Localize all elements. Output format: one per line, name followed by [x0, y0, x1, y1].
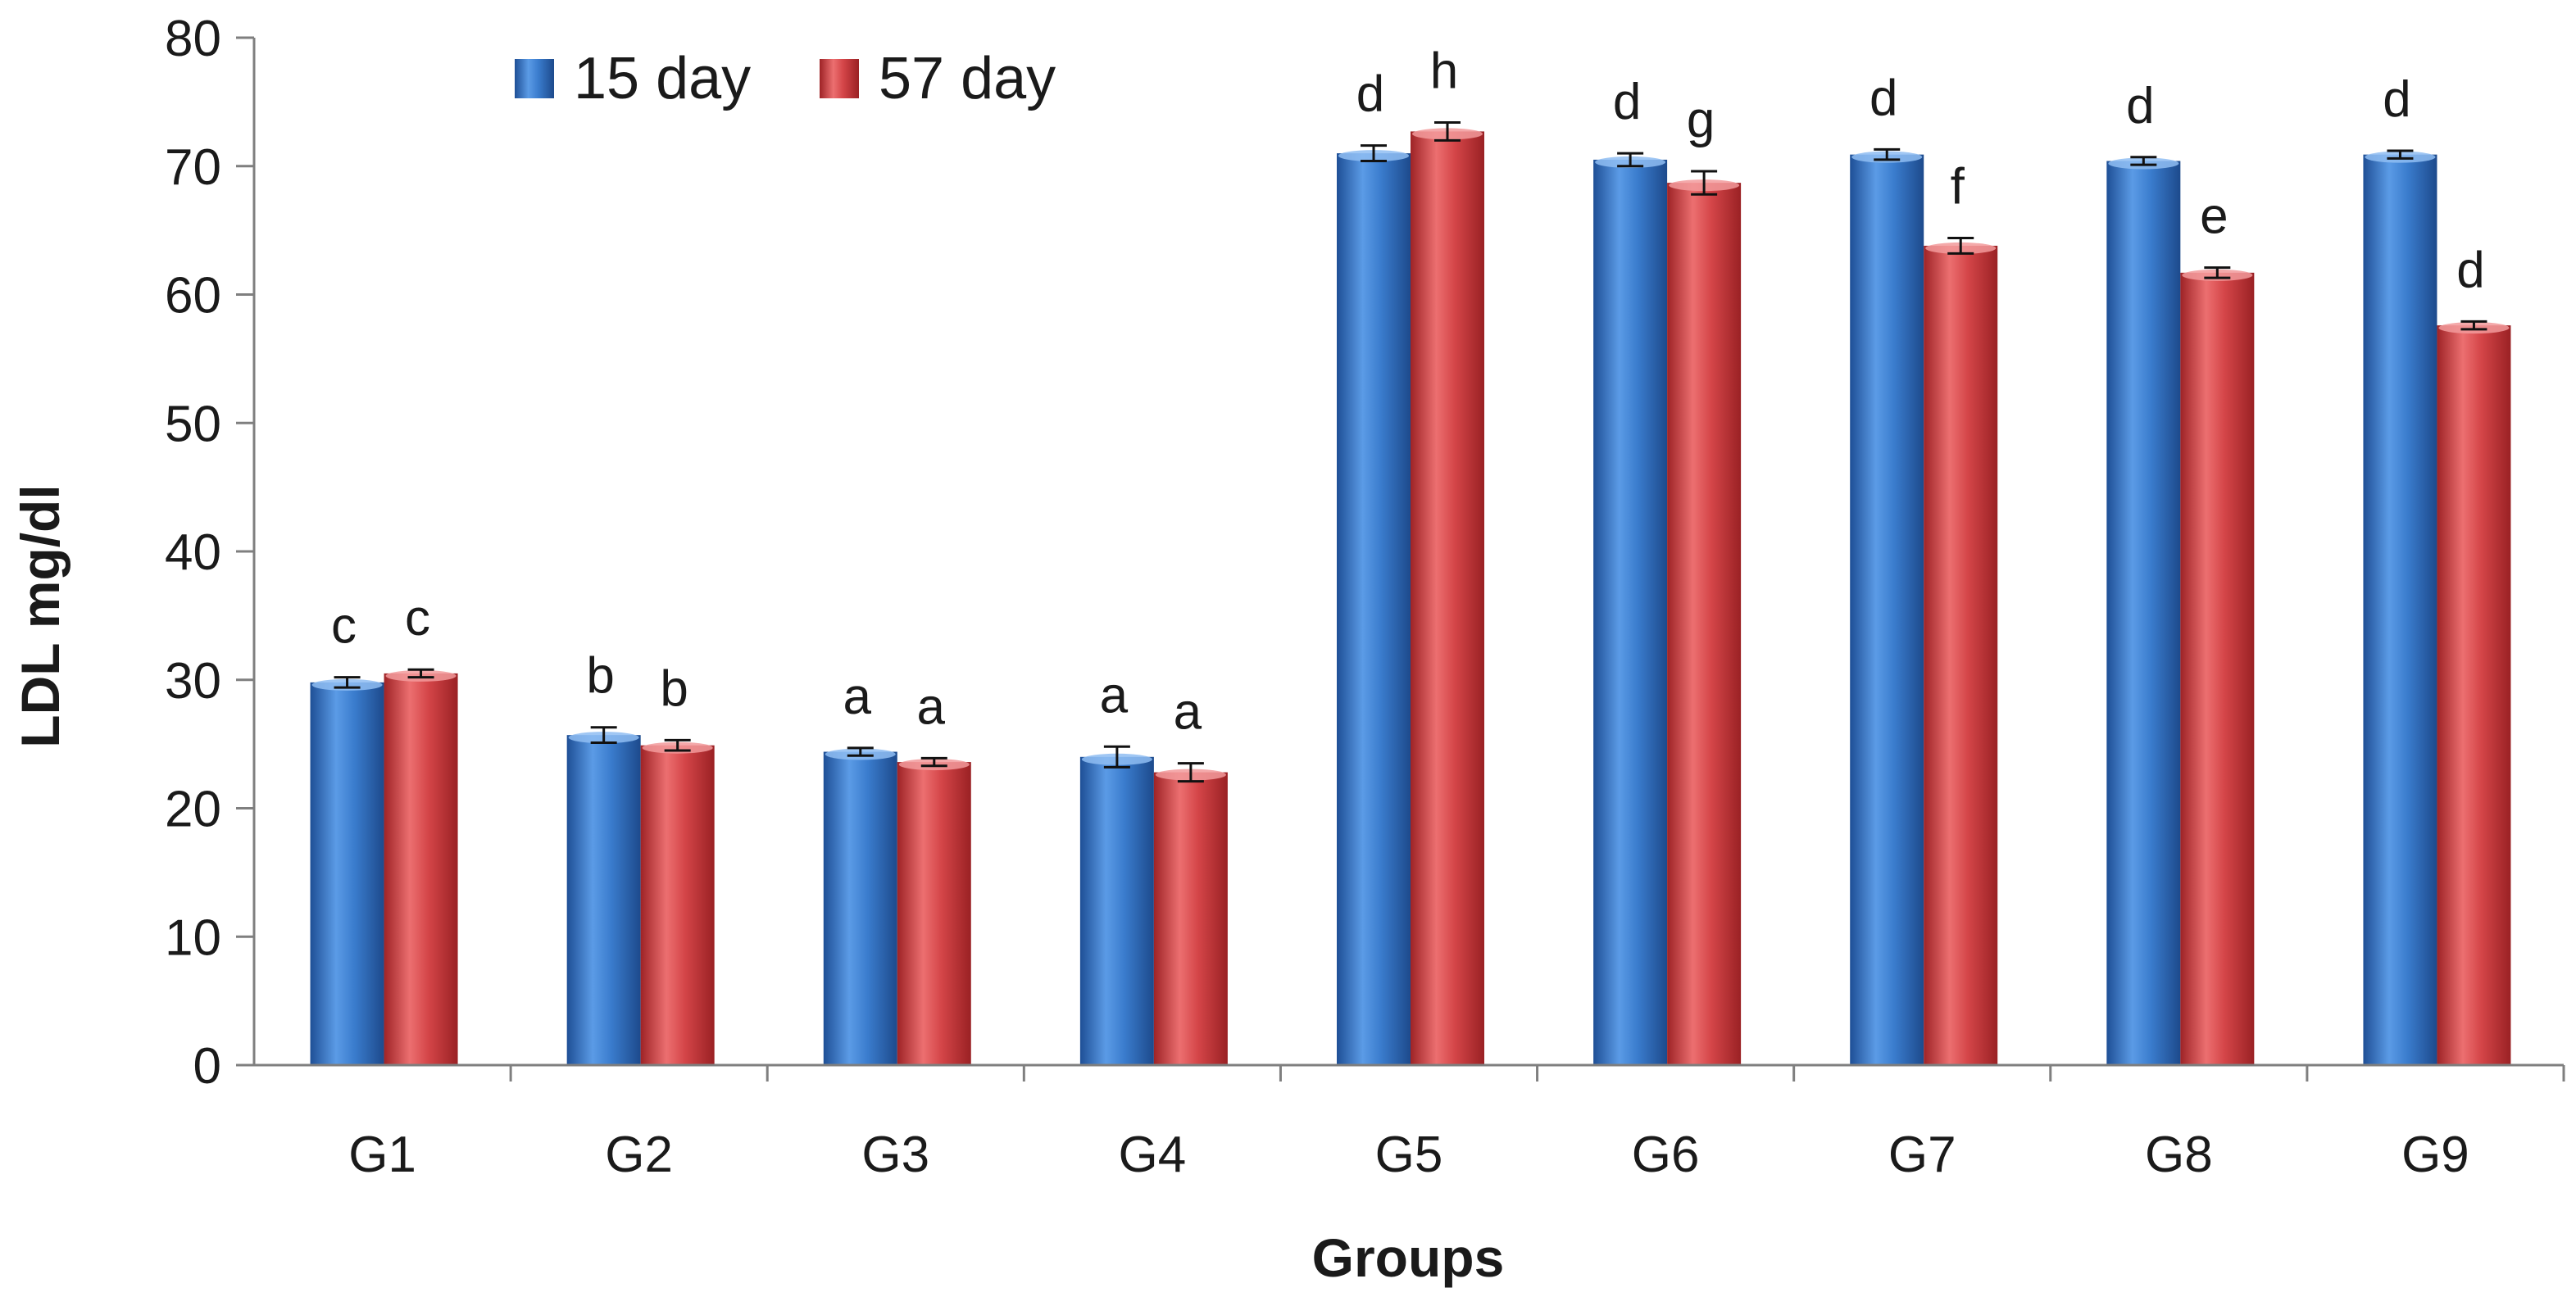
bar-g2-57-day [640, 745, 715, 1065]
bar-g4-57-day [1153, 772, 1228, 1065]
bar-g6-57-day [1667, 183, 1742, 1066]
x-tick-label-g3: G3 [861, 1127, 929, 1183]
bar-g2-57-day-sig-label: b [660, 660, 688, 717]
bar-g7-15-day-error-bar [1874, 147, 1901, 161]
y-axis-ticks: 0 10 20 30 40 50 60 70 80 [165, 11, 254, 1095]
bar-g2-15-day-sig-label: b [586, 648, 614, 705]
x-tick-label-g7: G7 [1888, 1127, 1956, 1183]
bar-g5-57-day-sig-label: h [1430, 43, 1458, 99]
bar-g8-15-day-error-bar [2130, 156, 2157, 166]
bar-g5-57-day-error-bar [1434, 120, 1461, 142]
bar-g9-15-day [2363, 154, 2437, 1066]
bar-g6-15-day [1593, 159, 1668, 1066]
bar-g6-57-day-error-bar [1691, 170, 1718, 196]
bar-g4-57-day-sig-label: a [1174, 684, 1202, 741]
x-tick-label-g1: G1 [348, 1127, 416, 1183]
bar-g8-15-day [2106, 161, 2181, 1066]
y-tick-label: 30 [165, 653, 221, 710]
bar-g4-15-day [1079, 756, 1154, 1065]
y-tick-label: 60 [165, 268, 221, 324]
x-axis-categories: G1 G2 G3 G4 G5 G6 G7 G8 G9 [348, 1065, 2565, 1183]
y-tick-label: 10 [165, 909, 221, 966]
bar-g8-57-day-sig-label: e [2200, 188, 2228, 245]
bar-g9-15-day-sig-label: d [2383, 71, 2410, 128]
legend-swatch-15-day [515, 59, 554, 98]
bar-g8-15-day-sig-label: d [2126, 78, 2154, 134]
y-tick-label: 0 [193, 1038, 221, 1095]
bar-g5-15-day [1337, 153, 1411, 1066]
bar-g6-57-day-sig-label: g [1687, 92, 1715, 148]
y-tick-label: 70 [165, 139, 221, 196]
bar-g4-57-day-error-bar [1177, 762, 1204, 783]
bar-g7-57-day-sig-label: f [1951, 159, 1965, 215]
bar-g6-15-day-error-bar [1617, 152, 1644, 168]
bar-g2-15-day-error-bar [590, 726, 617, 745]
x-tick-label-g2: G2 [605, 1127, 673, 1183]
bar-g9-57-day-error-bar [2460, 320, 2487, 331]
legend: 15 day 57 day [515, 46, 1056, 111]
y-tick-label: 20 [165, 782, 221, 838]
bar-g4-15-day-sig-label: a [1100, 667, 1129, 723]
bar-g8-57-day-error-bar [2204, 266, 2231, 279]
bar-g5-15-day-sig-label: d [1356, 66, 1384, 123]
bar-g1-57-day [384, 673, 458, 1065]
bar-g6-15-day-sig-label: d [1613, 74, 1641, 130]
bar-g3-15-day-sig-label: a [843, 669, 872, 725]
bar-g1-15-day [310, 682, 384, 1065]
x-tick-label-g4: G4 [1119, 1127, 1187, 1183]
x-axis-title: Groups [1312, 1227, 1505, 1288]
x-tick-label-g8: G8 [2145, 1127, 2213, 1183]
x-tick-label-g9: G9 [2401, 1127, 2469, 1183]
bar-g1-15-day-sig-label: c [331, 598, 357, 655]
bar-g2-57-day-error-bar [664, 738, 691, 752]
legend-swatch-57-day [820, 59, 859, 98]
bar-g7-57-day [1924, 245, 1998, 1065]
bar-g2-15-day [566, 735, 641, 1065]
bar-g4-15-day-error-bar [1103, 745, 1130, 769]
bar-g7-15-day [1850, 154, 1924, 1066]
y-tick-label: 40 [165, 524, 221, 581]
legend-label-57-day: 57 day [879, 46, 1056, 111]
bar-g1-57-day-error-bar [407, 668, 434, 679]
bar-g7-15-day-sig-label: d [1870, 70, 1897, 126]
y-tick-label: 50 [165, 396, 221, 452]
bar-g3-15-day-error-bar [847, 746, 874, 757]
bar-g3-57-day-sig-label: a [917, 678, 946, 735]
legend-label-15-day: 15 day [574, 46, 751, 111]
bar-g3-57-day [897, 762, 971, 1065]
bar-g5-15-day-error-bar [1361, 144, 1387, 162]
bar-g9-15-day-error-bar [2387, 149, 2414, 160]
y-axis-title: LDL mg/dl [10, 484, 70, 747]
bar-g3-15-day [823, 751, 897, 1065]
bar-g5-57-day [1411, 131, 1484, 1066]
bar-g9-57-day [2437, 325, 2511, 1065]
bar-g3-57-day-error-bar [920, 756, 947, 768]
bar-g7-57-day-error-bar [1947, 237, 1974, 255]
y-tick-label: 80 [165, 11, 221, 67]
bar-g1-57-day-sig-label: c [405, 590, 430, 646]
x-tick-label-g6: G6 [1632, 1127, 1700, 1183]
bar-g8-57-day [2180, 272, 2255, 1065]
bar-g9-57-day-sig-label: d [2456, 242, 2484, 298]
x-tick-label-g5: G5 [1375, 1127, 1443, 1183]
bar-g1-15-day-error-bar [334, 676, 361, 689]
